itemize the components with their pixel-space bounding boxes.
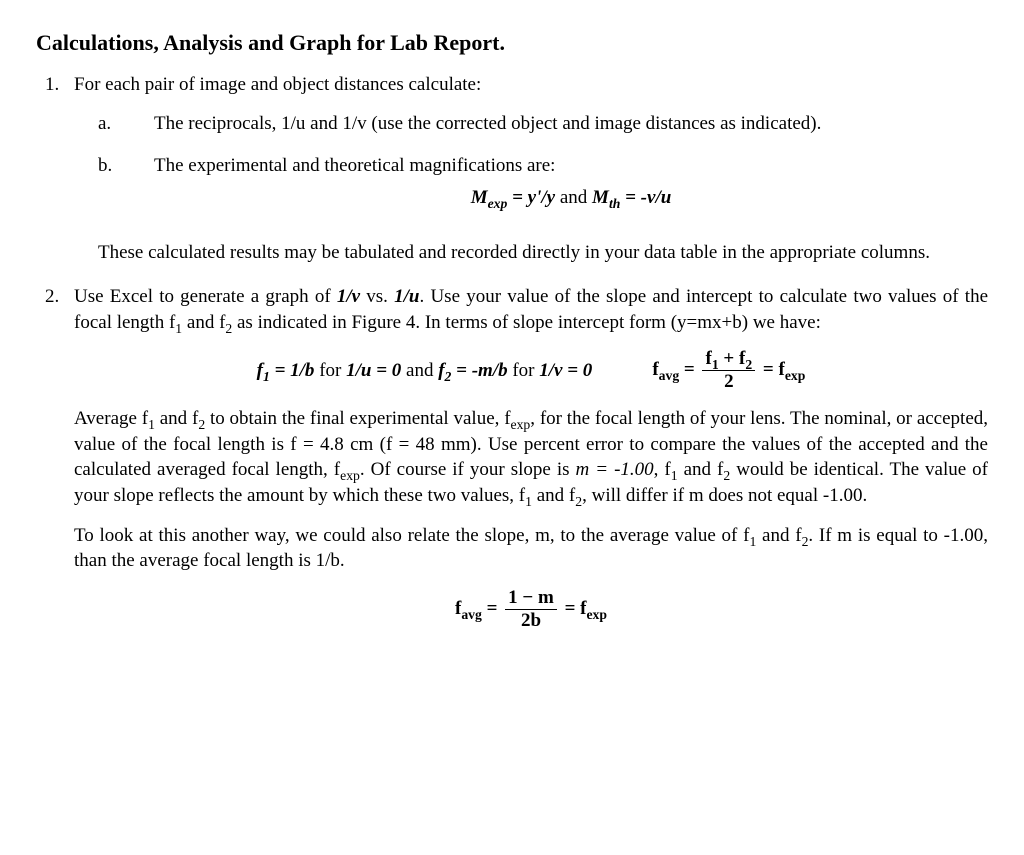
eq-exp-sub: exp [488,195,508,210]
p2cs: exp [511,417,531,432]
p2a: Average f [74,408,148,429]
p3a: To look at this another way, we could al… [74,525,749,546]
eqAs1: 1 [263,369,270,384]
list-item-2: Use Excel to generate a graph of 1/v vs.… [64,284,988,631]
eq-mid1: = y'/y [507,187,555,208]
eqA3: for [314,360,346,381]
p2c: to obtain the final experimental value, … [205,408,510,429]
page-title: Calculations, Analysis and Graph for Lab… [36,28,988,58]
p2hs: 1 [525,494,532,509]
eqBeq: = [679,359,699,380]
eqA4: 1/u = 0 [346,360,401,381]
p2j: , will differ if m does not equal -1.00. [582,485,867,506]
item2-para2: Average f1 and f2 to obtain the final ex… [74,406,988,509]
eq-M1: M [471,187,488,208]
item1-trailer: These calculated results may be tabulate… [98,240,988,266]
eq-th-sub: th [609,195,620,210]
item2-para3: To look at this another way, we could al… [74,523,988,574]
eqBavg: avg [659,368,680,383]
eqA7: = -m/b [451,360,507,381]
sub-body-b: The experimental and theoretical magnifi… [154,153,988,224]
item1-sublist: a. The reciprocals, 1/u and 1/v (use the… [74,111,988,224]
eq-M2: M [592,187,609,208]
eqBns2: 2 [745,357,752,372]
equation-favg-2: favg = 1 − m2b = fexp [74,588,988,631]
eqBden: 2 [724,371,734,392]
eqCexp: exp [586,606,607,621]
sub-marker-a: a. [74,111,154,137]
i2li2: 1/u [394,286,419,307]
sub-item-b: b. The experimental and theoretical magn… [74,153,988,224]
eqBeq2: = f [758,359,785,380]
eqA9: 1/v = 0 [539,360,592,381]
i2l1: Use Excel to generate a graph of [74,286,337,307]
eqCnum: 1 − m [508,587,554,608]
i2l2: vs. [360,286,394,307]
eqCden: 2b [521,610,541,631]
main-ordered-list: For each pair of image and object distan… [36,72,988,631]
eq-and: and [560,187,592,208]
i2l5: as indicated in Figure 4. In terms of sl… [232,312,821,333]
eqBns1: 1 [712,357,719,372]
item2-lead-para: Use Excel to generate a graph of 1/v vs.… [74,284,988,335]
eqCeq: = [482,598,502,619]
eqCeq2: = f [560,598,587,619]
eqA5: and [401,360,438,381]
frac-1: f1 + f22 [702,349,755,392]
p2i: and f [532,485,575,506]
p2fs: 1 [671,468,678,483]
equation-row-focal: f1 = 1/b for 1/u = 0 and f2 = -m/b for 1… [74,349,988,392]
p2b: and f [155,408,198,429]
sub-body-a: The reciprocals, 1/u and 1/v (use the co… [154,111,988,137]
p2as: 1 [148,417,155,432]
p2g: and f [678,459,724,480]
p2f: , f [654,459,671,480]
item1-lead: For each pair of image and object distan… [74,74,481,95]
list-item-1: For each pair of image and object distan… [64,72,988,266]
p2e: . Of course if your slope is [360,459,576,480]
eq-mid2: = -v/u [620,187,671,208]
eqBplus: + [719,348,739,369]
p2ds: exp [340,468,360,483]
p3b: and f [756,525,801,546]
sub-b-text: The experimental and theoretical magnifi… [154,155,555,176]
eqCavg: avg [461,606,482,621]
equation-f1-f2: f1 = 1/b for 1/u = 0 and f2 = -m/b for 1… [257,358,593,384]
frac-2: 1 − m2b [505,588,557,631]
i2l4: and f [182,312,225,333]
p2ei: m = -1.00 [576,459,654,480]
sub-item-a: a. The reciprocals, 1/u and 1/v (use the… [74,111,988,137]
i2li1: 1/v [337,286,360,307]
equation-favg-1: favg = f1 + f22 = fexp [652,349,805,392]
eqA2: = 1/b [270,360,315,381]
equation-magnification: Mexp = y'/y and Mth = -v/u [154,185,988,211]
eqA8: for [508,360,540,381]
sub-marker-b: b. [74,153,154,224]
eqBexp: exp [785,368,806,383]
